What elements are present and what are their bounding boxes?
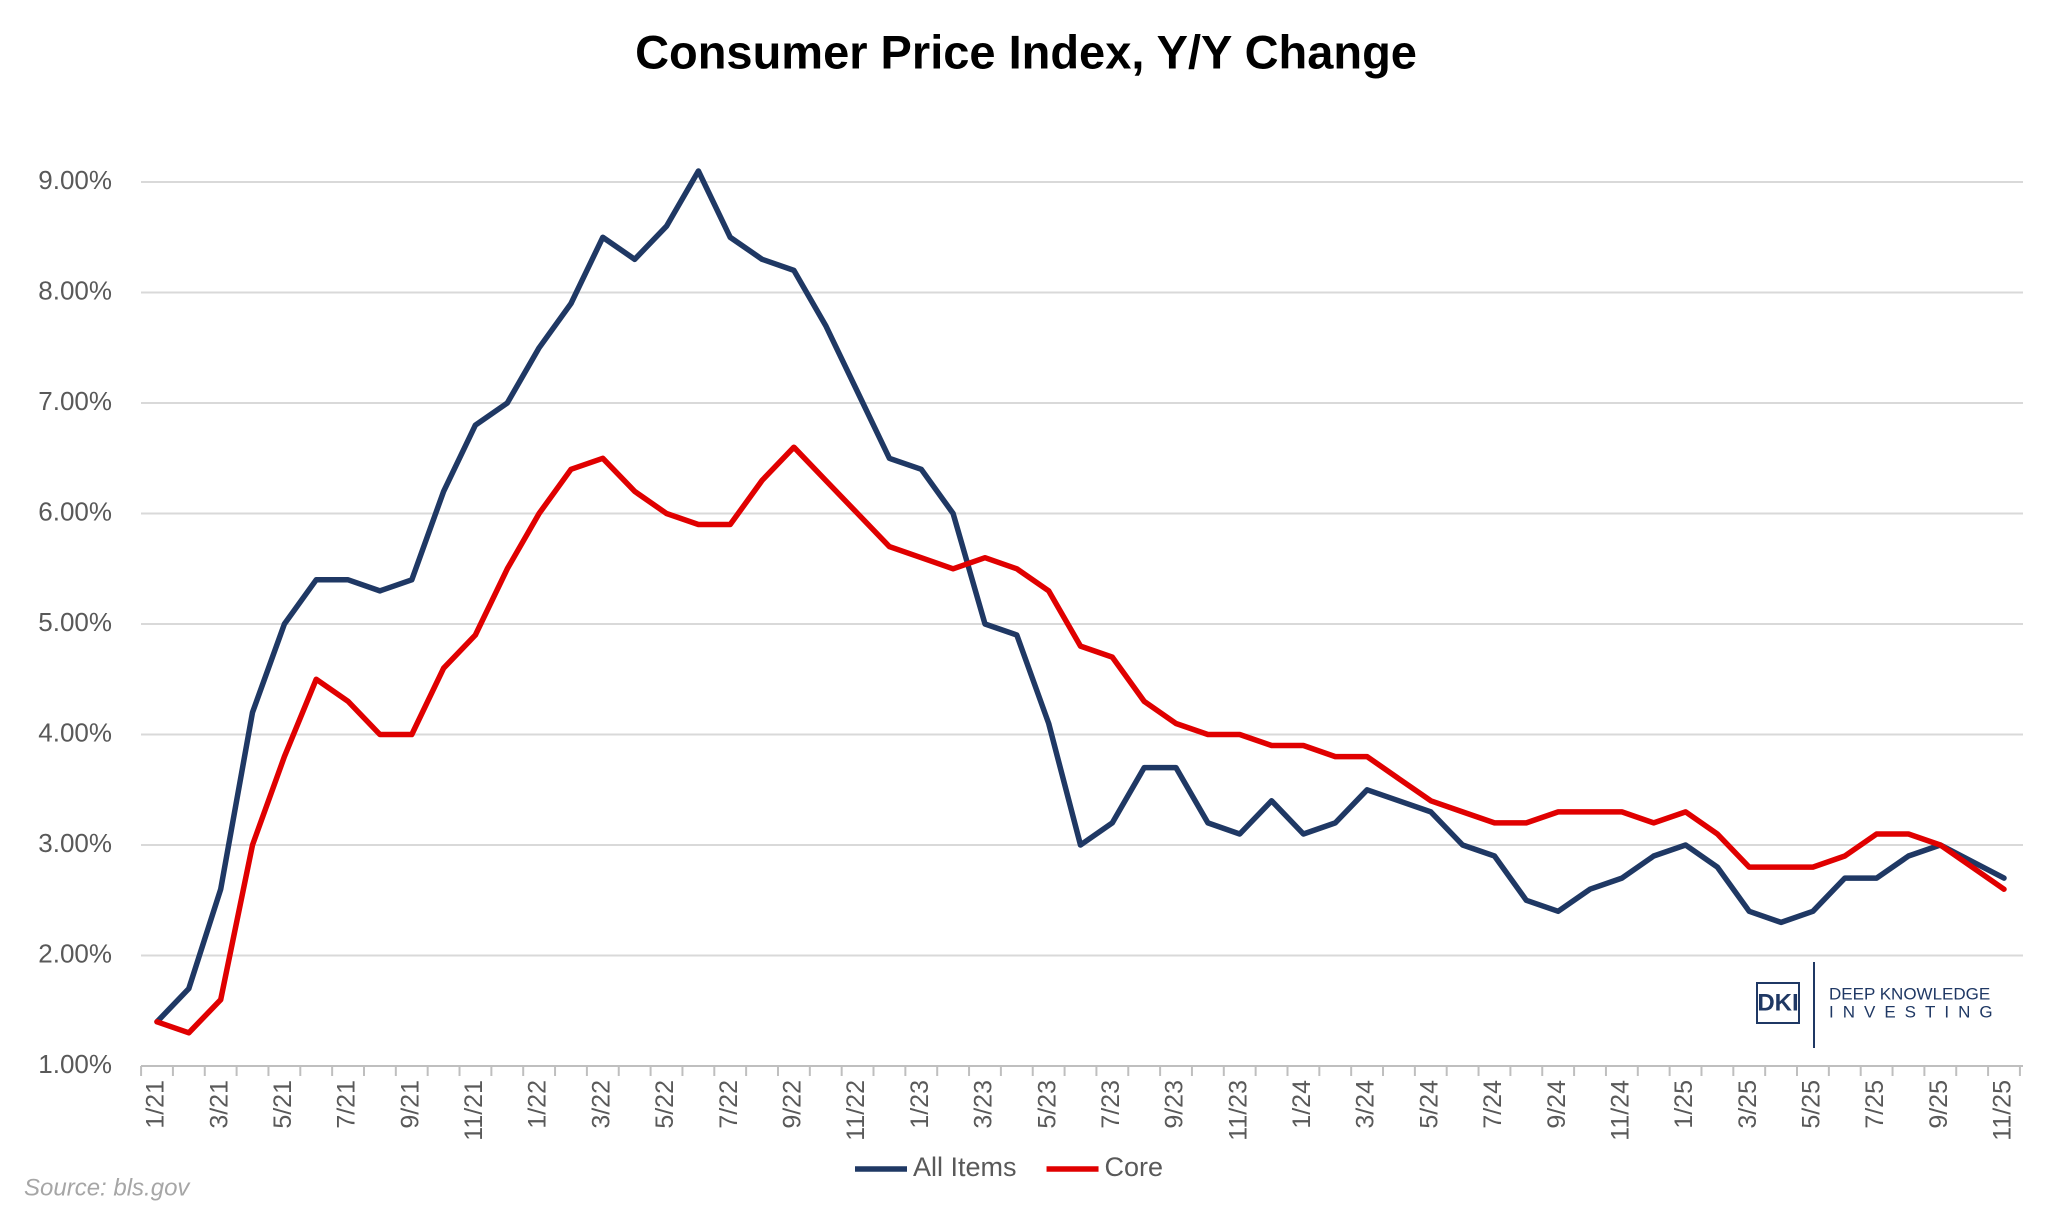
x-tick-label: 9/21 xyxy=(396,1080,424,1129)
y-tick-label: 5.00% xyxy=(38,607,112,637)
y-tick-label: 7.00% xyxy=(38,386,112,416)
x-tick-label: 3/21 xyxy=(205,1080,233,1129)
x-tick-label: 11/25 xyxy=(1989,1080,2017,1141)
x-tick-label: 3/23 xyxy=(970,1080,998,1129)
x-tick-label: 7/21 xyxy=(333,1080,361,1129)
x-tick-label: 5/25 xyxy=(1798,1080,1826,1129)
x-tick-label: 1/25 xyxy=(1670,1080,1698,1129)
y-tick-label: 2.00% xyxy=(38,938,112,968)
x-tick-label: 7/25 xyxy=(1861,1080,1889,1129)
chart-title: Consumer Price Index, Y/Y Change xyxy=(635,25,1417,78)
x-tick-label: 9/25 xyxy=(1925,1080,1953,1129)
x-tick-label: 1/23 xyxy=(906,1080,934,1129)
x-tick-label: 7/22 xyxy=(715,1080,743,1129)
y-tick-label: 9.00% xyxy=(38,165,112,195)
x-tick-label: 11/21 xyxy=(460,1080,488,1141)
x-tick-label: 9/23 xyxy=(1161,1080,1189,1129)
x-tick-label: 7/23 xyxy=(1097,1080,1125,1129)
x-tick-label: 3/25 xyxy=(1734,1080,1762,1129)
x-tick-label: 1/24 xyxy=(1288,1080,1316,1129)
legend-label: Core xyxy=(1105,1152,1164,1182)
series-line xyxy=(154,444,2007,1036)
x-tick-label: 5/24 xyxy=(1415,1080,1443,1129)
logo-mark: DKI xyxy=(1757,989,1798,1016)
y-tick-label: 6.00% xyxy=(38,496,112,526)
x-tick-label: 9/24 xyxy=(1543,1080,1571,1129)
legend: All Items Core xyxy=(855,1152,1163,1182)
y-tick-label: 1.00% xyxy=(38,1049,112,1079)
x-tick-label: 5/23 xyxy=(1033,1080,1061,1129)
x-tick-label: 7/24 xyxy=(1479,1080,1507,1129)
x-tick-label: 3/22 xyxy=(587,1080,615,1129)
x-tick-label: 1/21 xyxy=(142,1080,170,1129)
x-tick-label: 9/22 xyxy=(779,1080,807,1129)
x-tick-label: 5/22 xyxy=(651,1080,679,1129)
x-tick-label: 3/24 xyxy=(1352,1080,1380,1129)
logo-box xyxy=(1756,982,1800,1024)
logo-line1: DEEP KNOWLEDGE xyxy=(1829,984,1990,1003)
logo-line2: INVESTING xyxy=(1829,1002,2002,1021)
y-tick-label: 8.00% xyxy=(38,275,112,305)
x-tick-label: 11/24 xyxy=(1606,1080,1634,1141)
legend-label: All Items xyxy=(913,1152,1017,1182)
x-tick-label: 11/23 xyxy=(1224,1080,1252,1141)
y-tick-label: 4.00% xyxy=(38,717,112,747)
x-tick-label: 11/22 xyxy=(842,1080,870,1141)
series-line xyxy=(154,168,2007,1025)
source: Source: bls.gov xyxy=(24,1174,191,1201)
x-tick-label: 5/21 xyxy=(269,1080,297,1129)
y-tick-label: 3.00% xyxy=(38,828,112,858)
logo: DKI DEEP KNOWLEDGE INVESTING xyxy=(1756,962,2002,1048)
x-tick-label: 1/22 xyxy=(524,1080,552,1129)
